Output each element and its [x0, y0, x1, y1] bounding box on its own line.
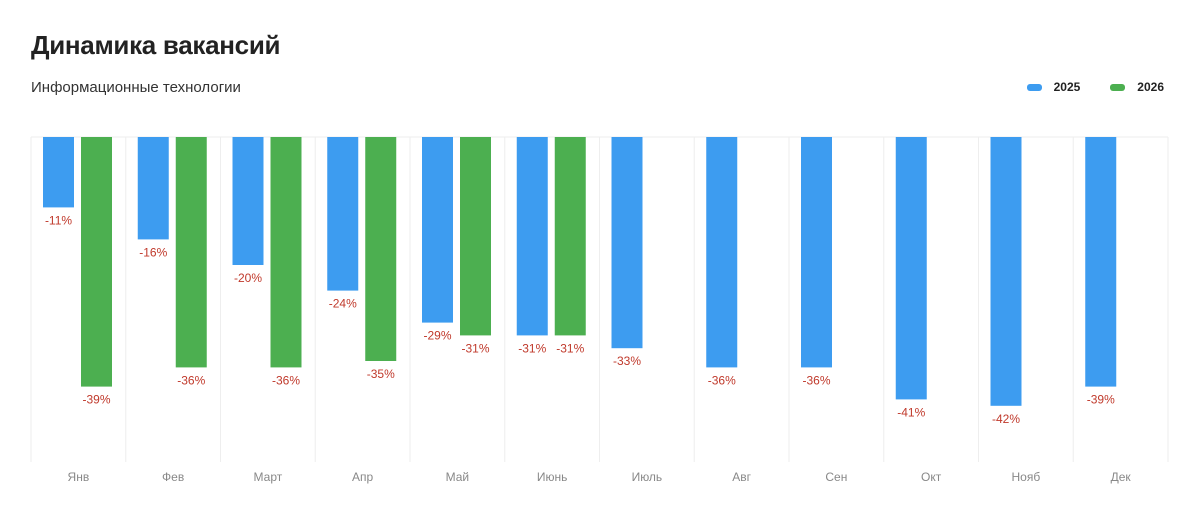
- legend-label-2025: 2025: [1053, 80, 1081, 94]
- bar-2025-11[interactable]: [990, 137, 1022, 406]
- data-label-2026-4: -35%: [367, 367, 395, 381]
- data-label-2025-2: -16%: [139, 245, 167, 259]
- bar-2025-10[interactable]: [895, 137, 927, 400]
- bar-2025-4[interactable]: [327, 137, 359, 291]
- data-label-2026-2: -36%: [177, 373, 205, 387]
- bar-2025-3[interactable]: [232, 137, 264, 265]
- category-label-9: Сен: [825, 470, 847, 484]
- data-label-2026-5: -31%: [461, 341, 489, 355]
- bar-2025-2[interactable]: [137, 137, 169, 240]
- data-label-2025-9: -36%: [802, 373, 830, 387]
- legend-item-2026[interactable]: 2026: [1110, 80, 1164, 94]
- legend-item-2025[interactable]: 2025: [1026, 80, 1081, 94]
- bar-2026-3[interactable]: [270, 137, 302, 368]
- data-label-2026-6: -31%: [556, 341, 584, 355]
- bar-2025-6[interactable]: [516, 137, 548, 336]
- category-label-7: Июль: [632, 470, 663, 484]
- data-label-2025-4: -24%: [329, 297, 357, 311]
- chart-subtitle: Информационные технологии: [31, 79, 241, 96]
- category-label-8: Авг: [732, 470, 751, 484]
- legend-label-2026: 2026: [1137, 80, 1164, 94]
- bar-2025-12[interactable]: [1085, 137, 1117, 387]
- bar-2026-2[interactable]: [175, 137, 207, 368]
- bar-2025-1[interactable]: [43, 137, 74, 208]
- data-label-2025-7: -33%: [613, 354, 641, 368]
- bar-2025-9[interactable]: [801, 137, 832, 368]
- data-label-2025-5: -29%: [423, 329, 451, 343]
- category-label-5: Май: [446, 470, 470, 484]
- bar-2026-5[interactable]: [460, 137, 491, 336]
- bar-2026-1[interactable]: [81, 137, 112, 387]
- category-label-12: Дек: [1111, 470, 1132, 484]
- legend-swatch-2025: [1026, 83, 1042, 91]
- bar-2026-4[interactable]: [365, 137, 397, 361]
- bar-2025-8[interactable]: [706, 137, 738, 368]
- data-label-2026-1: -39%: [82, 393, 110, 407]
- data-label-2025-11: -42%: [992, 412, 1020, 426]
- data-label-2025-1: -11%: [45, 213, 72, 227]
- category-label-10: Окт: [921, 470, 942, 484]
- category-label-2: Фев: [162, 470, 184, 484]
- data-label-2025-6: -31%: [518, 341, 546, 355]
- bar-2026-6[interactable]: [554, 137, 586, 336]
- data-label-2026-3: -36%: [272, 373, 300, 387]
- bar-2025-5[interactable]: [422, 137, 453, 323]
- legend-swatch-2026: [1110, 83, 1126, 91]
- data-label-2025-8: -36%: [708, 373, 736, 387]
- category-label-1: Янв: [68, 470, 90, 484]
- data-label-2025-10: -41%: [897, 405, 925, 419]
- category-label-3: Март: [254, 470, 283, 484]
- category-label-4: Апр: [352, 470, 374, 484]
- category-label-11: Нояб: [1012, 470, 1041, 484]
- bar-2025-7[interactable]: [611, 137, 643, 349]
- data-label-2025-3: -20%: [234, 271, 262, 285]
- category-label-6: Июнь: [537, 470, 568, 484]
- chart-title: Динамика вакансий: [31, 30, 281, 60]
- data-label-2025-12: -39%: [1087, 393, 1115, 407]
- legend: 2025 2026: [1026, 80, 1164, 94]
